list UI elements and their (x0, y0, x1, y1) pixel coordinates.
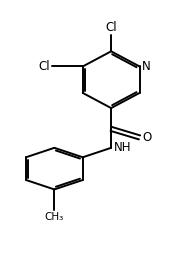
Text: CH₃: CH₃ (45, 212, 64, 222)
Text: Cl: Cl (38, 60, 50, 73)
Text: Cl: Cl (105, 21, 117, 34)
Text: O: O (142, 131, 152, 144)
Text: NH: NH (114, 141, 132, 154)
Text: N: N (142, 60, 151, 73)
